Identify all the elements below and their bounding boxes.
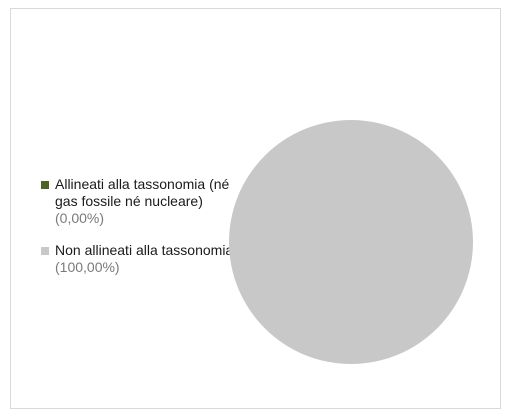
- pie-chart: [11, 9, 502, 410]
- pie-slice-not-aligned: [229, 120, 473, 364]
- chart-frame: Allineati alla tassonomia (né gas fossil…: [10, 8, 501, 409]
